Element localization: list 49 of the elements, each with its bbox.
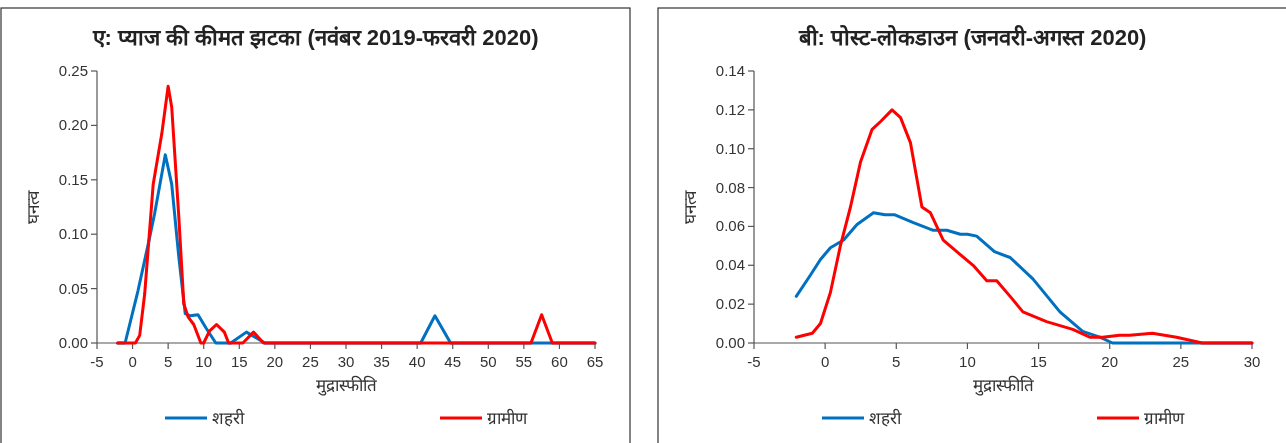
y-tick-label: 0.06 [715, 217, 745, 235]
y-tick-label: 0.00 [715, 334, 745, 351]
x-tick-label: 20 [266, 353, 284, 370]
x-tick-label: 25 [302, 353, 319, 370]
chart-title: ए: प्याज की कीमत झटका (नवंबर 2019-फरवरी 2020) [91, 24, 539, 50]
y-tick-label: 0.08 [715, 178, 745, 196]
x-tick-label: 5 [892, 353, 901, 370]
line-series [116, 84, 597, 345]
x-tick-label: 20 [1101, 353, 1119, 370]
x-tick-label: 30 [1243, 353, 1261, 370]
y-tick-label: 0.10 [58, 225, 88, 243]
x-tick-label: 65 [586, 353, 604, 370]
x-tick-label: 25 [1172, 353, 1190, 370]
x-tick-label: 45 [444, 353, 462, 370]
y-tick-label: 0.20 [58, 116, 88, 134]
x-tick-label: 40 [408, 353, 426, 370]
x-tick-label: 10 [195, 353, 213, 370]
x-tick-label: -5 [90, 353, 104, 370]
y-tick-label: 0.15 [58, 170, 88, 188]
y-tick-label: 0.25 [58, 62, 88, 79]
y-tick-label: 0.10 [715, 139, 745, 157]
legend-label: ग्रामीण [487, 408, 528, 428]
chart-title: बी: पोस्ट-लोकडाउन (जनवरी-अगस्त 2020) [797, 24, 1147, 50]
x-tick-label: 0 [820, 353, 830, 370]
x-tick-label: 15 [230, 353, 248, 370]
y-tick-label: 0.02 [715, 295, 745, 313]
x-tick-label: 10 [959, 353, 976, 370]
x-tick-label: 35 [373, 353, 390, 370]
x-tick-label: 15 [1030, 353, 1047, 370]
y-tick-label: 0.14 [715, 62, 745, 79]
x-tick-label: 5 [163, 353, 173, 370]
x-tick-label: 50 [479, 353, 497, 370]
x-tick-label: 55 [515, 353, 533, 370]
y-tick-label: 0.05 [58, 279, 88, 297]
legend-label: शहरी [869, 408, 902, 428]
y-tick-label: 0.00 [58, 334, 88, 351]
legend-label: ग्रामीण [1144, 408, 1185, 428]
legend-label: शहरी [212, 408, 245, 428]
x-axis-title: मुद्रास्फीति [315, 375, 377, 396]
x-tick-label: 0 [128, 353, 137, 370]
x-tick-label: 30 [337, 353, 355, 370]
y-tick-label: 0.12 [715, 100, 745, 118]
y-axis-title: घनत्व [24, 189, 43, 224]
y-tick-label: 0.04 [715, 256, 745, 274]
y-axis-title: घनत्व [681, 189, 700, 224]
x-axis-title: मुद्रास्फीति [972, 375, 1034, 396]
line-series [794, 108, 1254, 345]
x-tick-label: -5 [747, 353, 761, 370]
x-tick-label: 60 [551, 353, 568, 370]
